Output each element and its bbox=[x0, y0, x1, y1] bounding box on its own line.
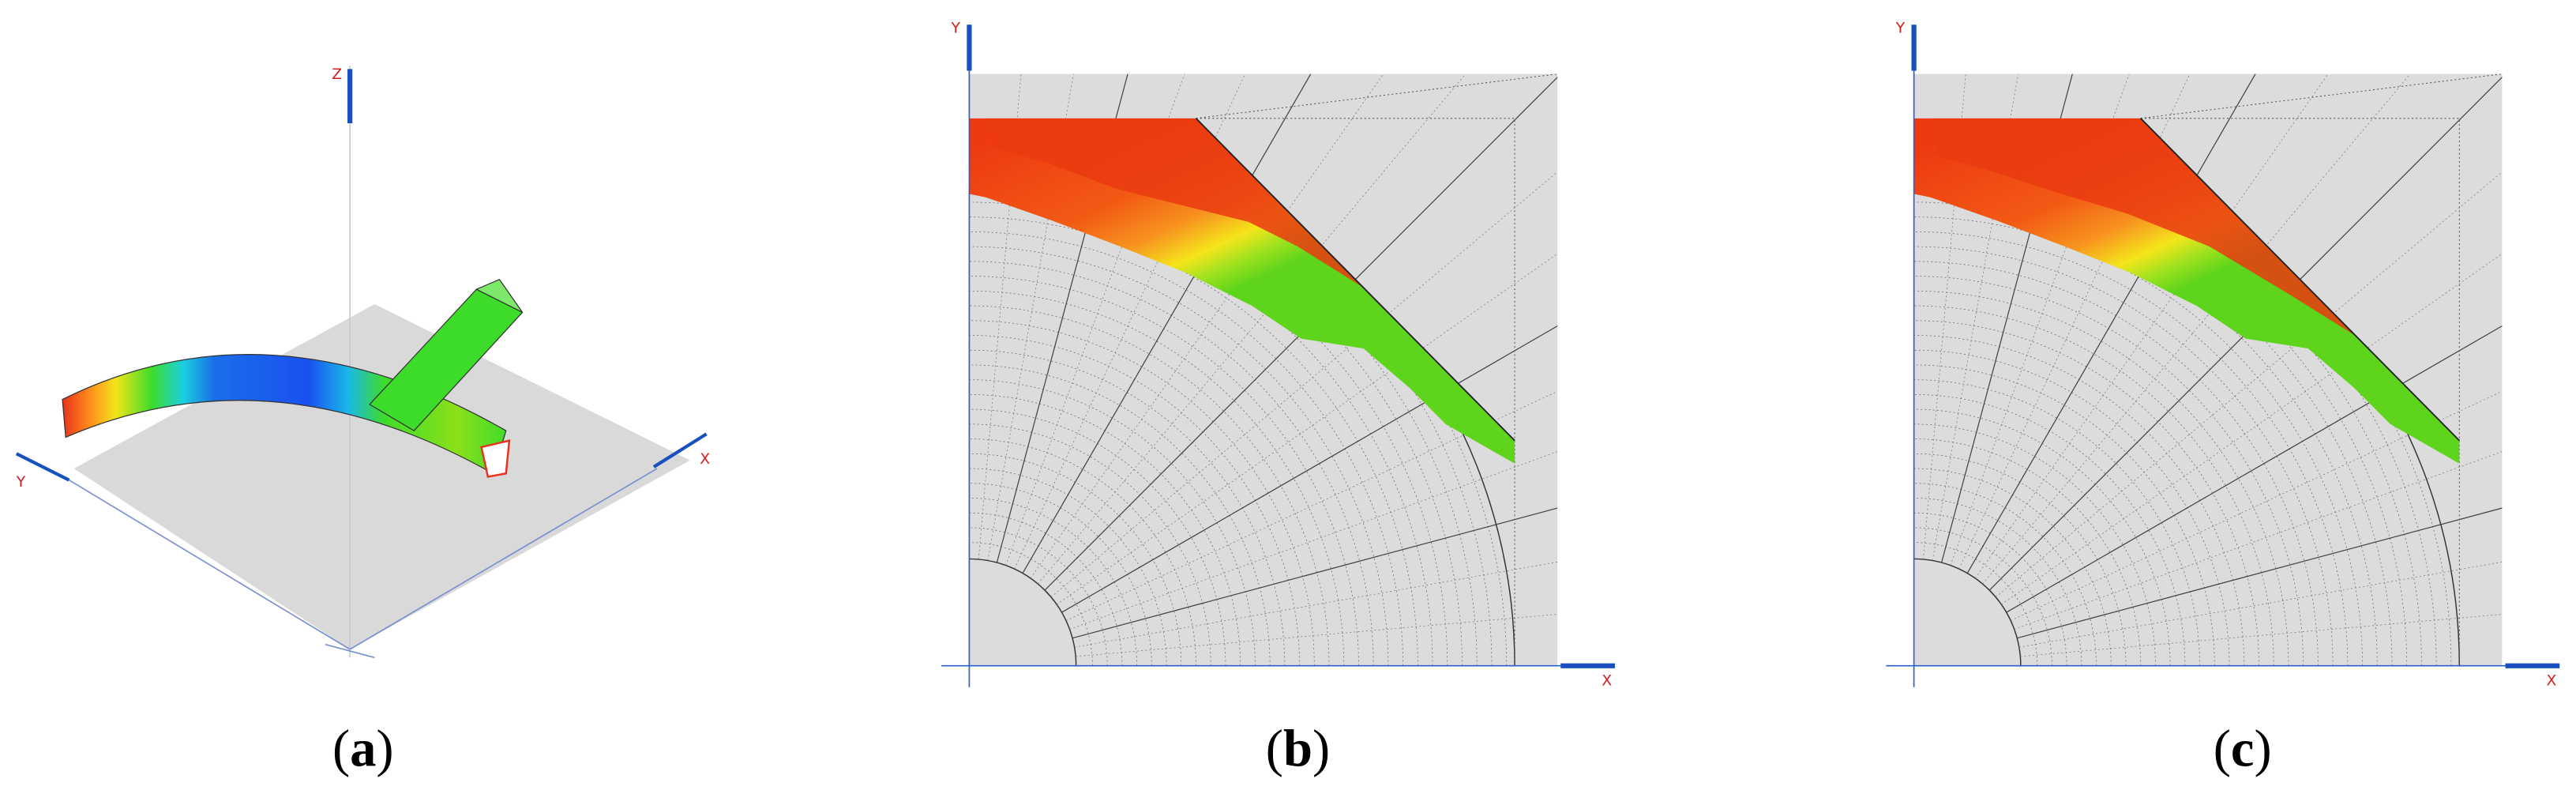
caption-part: ( bbox=[2214, 721, 2231, 778]
mesh-arc bbox=[969, 379, 1256, 666]
mesh-radial bbox=[987, 73, 1074, 561]
mesh-arc bbox=[1913, 483, 2097, 666]
axis-foot bbox=[325, 643, 375, 659]
caption-part: ) bbox=[1312, 721, 1330, 778]
mesh-radial bbox=[2020, 614, 2503, 657]
ground-plane bbox=[73, 303, 690, 649]
mesh-radial bbox=[1005, 73, 1185, 566]
axis-label: X bbox=[1602, 673, 1612, 690]
mesh-arc bbox=[1913, 394, 2186, 666]
mesh-arc bbox=[1913, 453, 2127, 666]
axis-label: X bbox=[700, 451, 710, 468]
caption-letter: b bbox=[1283, 721, 1312, 778]
mesh-arc bbox=[969, 320, 1315, 666]
contour-edge bbox=[2140, 118, 2460, 442]
y-axis-marker bbox=[15, 452, 70, 482]
axis-label: X bbox=[2547, 673, 2557, 690]
mesh-arc bbox=[969, 394, 1241, 666]
mesh-radial bbox=[1069, 451, 1558, 630]
y-axis bbox=[68, 479, 351, 650]
caption-part: ( bbox=[1266, 721, 1283, 778]
mesh-radial bbox=[1061, 325, 1558, 613]
mesh-radial bbox=[1995, 171, 2503, 598]
mesh-arc bbox=[1913, 231, 2349, 666]
x-axis-marker bbox=[652, 432, 708, 468]
panel-b: Y X (b) bbox=[941, 21, 1615, 778]
contour-edge bbox=[1195, 118, 1515, 442]
mesh-arc bbox=[1913, 364, 2215, 666]
contour-core bbox=[986, 118, 1364, 288]
diagonal bbox=[1196, 73, 1558, 119]
diagonal bbox=[2140, 73, 2503, 119]
axis-label: Y bbox=[951, 21, 961, 37]
mesh-radial bbox=[1950, 73, 2130, 566]
mesh-radial bbox=[1932, 73, 2019, 561]
mesh-arc bbox=[1913, 320, 2259, 666]
panel-c: Y X (c) bbox=[1886, 21, 2560, 778]
mesh-radial bbox=[2017, 507, 2503, 639]
mesh-radial bbox=[2006, 325, 2503, 613]
mesh-arc bbox=[1913, 216, 2363, 666]
mesh-radial bbox=[1014, 73, 1246, 570]
mesh-radial bbox=[1076, 614, 1558, 657]
mesh-radial bbox=[1072, 507, 1558, 639]
mesh-arc bbox=[969, 453, 1182, 666]
contour-region bbox=[969, 118, 1515, 464]
contour-core bbox=[1930, 118, 2358, 337]
mesh-radial bbox=[2018, 561, 2503, 648]
panel-a: Z Y X (a) bbox=[15, 66, 710, 778]
axis-label: Y bbox=[16, 474, 26, 491]
caption-letter: c bbox=[2231, 721, 2255, 778]
caption-part: ) bbox=[2254, 721, 2271, 778]
x-axis bbox=[349, 468, 658, 650]
mesh-radial bbox=[1065, 390, 1558, 621]
mesh-arc bbox=[969, 231, 1403, 666]
mesh-arc bbox=[969, 483, 1152, 666]
mesh-arc bbox=[969, 216, 1418, 666]
caption: (b) bbox=[1266, 721, 1330, 778]
mesh-arc bbox=[1913, 379, 2200, 666]
mesh-radial bbox=[1958, 73, 2191, 570]
axis-label: Y bbox=[1895, 21, 1906, 37]
mesh-radial bbox=[1050, 171, 1558, 598]
beam-end-face bbox=[480, 439, 511, 478]
branch-end bbox=[475, 278, 524, 313]
caption-part: ( bbox=[332, 721, 350, 778]
caption-part: ) bbox=[376, 721, 393, 778]
caption: (a) bbox=[332, 721, 394, 778]
mesh-arc bbox=[969, 364, 1271, 666]
axis-label: Z bbox=[332, 66, 342, 83]
outer-frame bbox=[1196, 118, 1515, 666]
contour-region bbox=[1913, 118, 2460, 464]
caption-letter: a bbox=[350, 721, 376, 778]
mesh-radial bbox=[1056, 253, 1558, 605]
caption: (c) bbox=[2214, 721, 2272, 778]
mesh-radial bbox=[2001, 253, 2503, 605]
outer-frame bbox=[2140, 118, 2460, 666]
